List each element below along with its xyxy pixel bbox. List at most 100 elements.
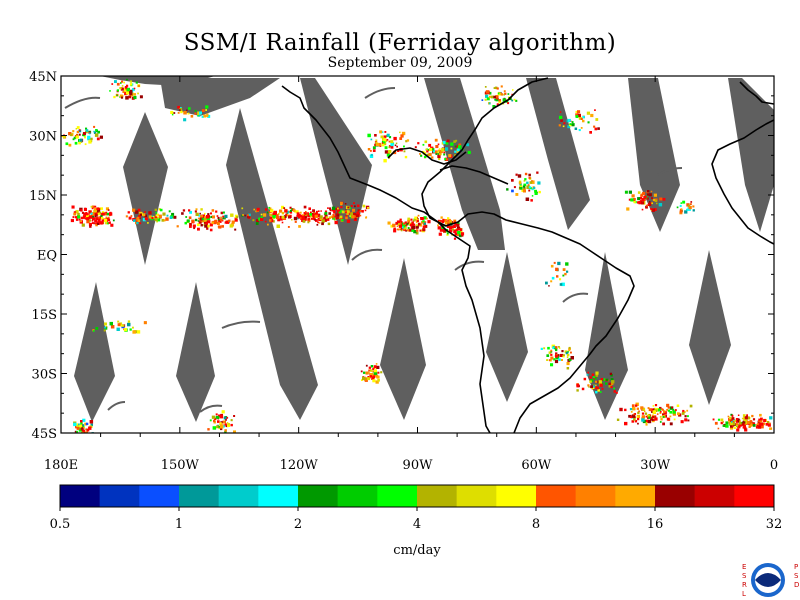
rain-pixel — [88, 222, 92, 226]
rain-pixel — [299, 211, 302, 214]
rain-pixel — [616, 418, 620, 421]
rain-pixel — [744, 416, 748, 420]
rain-pixel — [439, 153, 442, 156]
rain-pixel — [79, 138, 83, 142]
rain-pixel — [85, 422, 89, 426]
rain-pixel — [205, 109, 207, 111]
rain-pixel — [454, 150, 457, 153]
rain-pixel — [307, 221, 310, 224]
rain-pixel — [570, 356, 574, 360]
rain-pixel — [582, 119, 585, 123]
rain-pixel — [100, 207, 103, 210]
rain-pixel — [75, 426, 77, 429]
rain-pixel — [411, 226, 415, 230]
rain-pixel — [453, 219, 457, 223]
rain-pixel — [337, 214, 340, 217]
rain-pixel — [395, 142, 398, 145]
rain-pixel — [222, 215, 224, 218]
rain-pixel — [586, 373, 589, 376]
rain-pixel — [97, 209, 101, 213]
rain-pixel — [561, 350, 564, 353]
rain-pixel — [350, 204, 353, 207]
rain-pixel — [599, 383, 603, 387]
rain-pixel — [586, 111, 590, 115]
rain-pixel — [154, 208, 157, 211]
rain-pixel — [383, 135, 387, 139]
rain-pixel — [80, 420, 83, 423]
rain-pixel — [417, 142, 420, 145]
rain-pixel — [438, 157, 441, 161]
rain-pixel — [279, 215, 282, 218]
rain-pixel — [408, 228, 412, 232]
swath-edge-arc — [364, 87, 396, 99]
rain-pixel — [286, 210, 290, 214]
rain-pixel — [90, 205, 93, 208]
rain-pixel — [682, 200, 686, 204]
colorbar-swatch — [615, 485, 656, 507]
rain-pixel — [83, 212, 87, 216]
rain-pixel — [529, 181, 533, 184]
rain-pixel — [96, 222, 99, 225]
rain-pixel — [276, 214, 279, 217]
rain-pixel — [375, 139, 378, 142]
rain-pixel — [247, 214, 249, 216]
coastline-gulf — [387, 147, 467, 165]
latitude-axis: 45N 30N 15N EQ 15S 30S 45S — [29, 70, 774, 442]
rain-pixel — [122, 324, 125, 327]
rain-pixel — [742, 414, 746, 417]
rain-pixel — [388, 140, 391, 143]
rain-pixel — [200, 219, 204, 223]
rain-pixel — [637, 197, 641, 201]
rain-pixel — [94, 213, 98, 217]
rain-pixel — [443, 153, 446, 156]
rain-pixel — [739, 422, 742, 425]
rain-pixel — [269, 218, 274, 223]
rain-pixel — [444, 158, 447, 161]
rain-pixel — [609, 372, 613, 376]
rain-pixel — [345, 216, 348, 220]
rain-pixel — [488, 91, 492, 95]
rain-pixel — [425, 148, 428, 151]
rain-pixel — [590, 113, 594, 118]
rain-pixel — [313, 218, 316, 221]
rain-pixel — [659, 415, 662, 418]
rain-pixel — [143, 321, 147, 325]
rain-pixel — [207, 114, 211, 118]
rain-pixel — [187, 112, 190, 115]
rain-pixel — [116, 94, 118, 97]
rain-pixel — [645, 205, 648, 209]
rain-pixel — [131, 96, 135, 100]
rain-pixel — [199, 212, 201, 215]
rain-pixel — [494, 86, 498, 90]
rain-pixel — [512, 89, 514, 91]
rain-pixel — [209, 223, 213, 227]
rain-pixel — [99, 135, 103, 139]
rain-pixel — [631, 414, 636, 418]
rain-pixel — [663, 410, 666, 413]
rain-pixel — [769, 422, 771, 425]
rain-pixel — [73, 422, 77, 427]
rain-pixel — [234, 218, 238, 222]
rain-pixel — [557, 261, 561, 266]
rain-pixel — [458, 145, 462, 149]
rain-pixel — [388, 146, 391, 149]
rain-pixel — [590, 385, 593, 389]
rain-pixel — [215, 413, 218, 416]
rain-pixel — [329, 209, 332, 212]
lon-tick-label: 30W — [640, 458, 671, 473]
logo-letter-e: E — [742, 563, 746, 571]
rain-pixel — [481, 99, 484, 101]
lat-tick-label: EQ — [37, 249, 57, 264]
rain-pixel — [75, 128, 78, 130]
colorbar-tick-label: 32 — [766, 517, 783, 532]
rain-pixel — [98, 211, 102, 215]
rain-pixel — [86, 428, 90, 432]
rain-pixel — [368, 372, 370, 374]
rain-pixel — [736, 428, 740, 432]
rain-pixel — [296, 214, 299, 217]
rain-pixel — [318, 222, 321, 224]
colorbar-swatch — [139, 485, 180, 507]
rain-pixel — [81, 427, 83, 429]
rain-pixel — [288, 210, 291, 213]
rain-pixel — [530, 199, 533, 202]
